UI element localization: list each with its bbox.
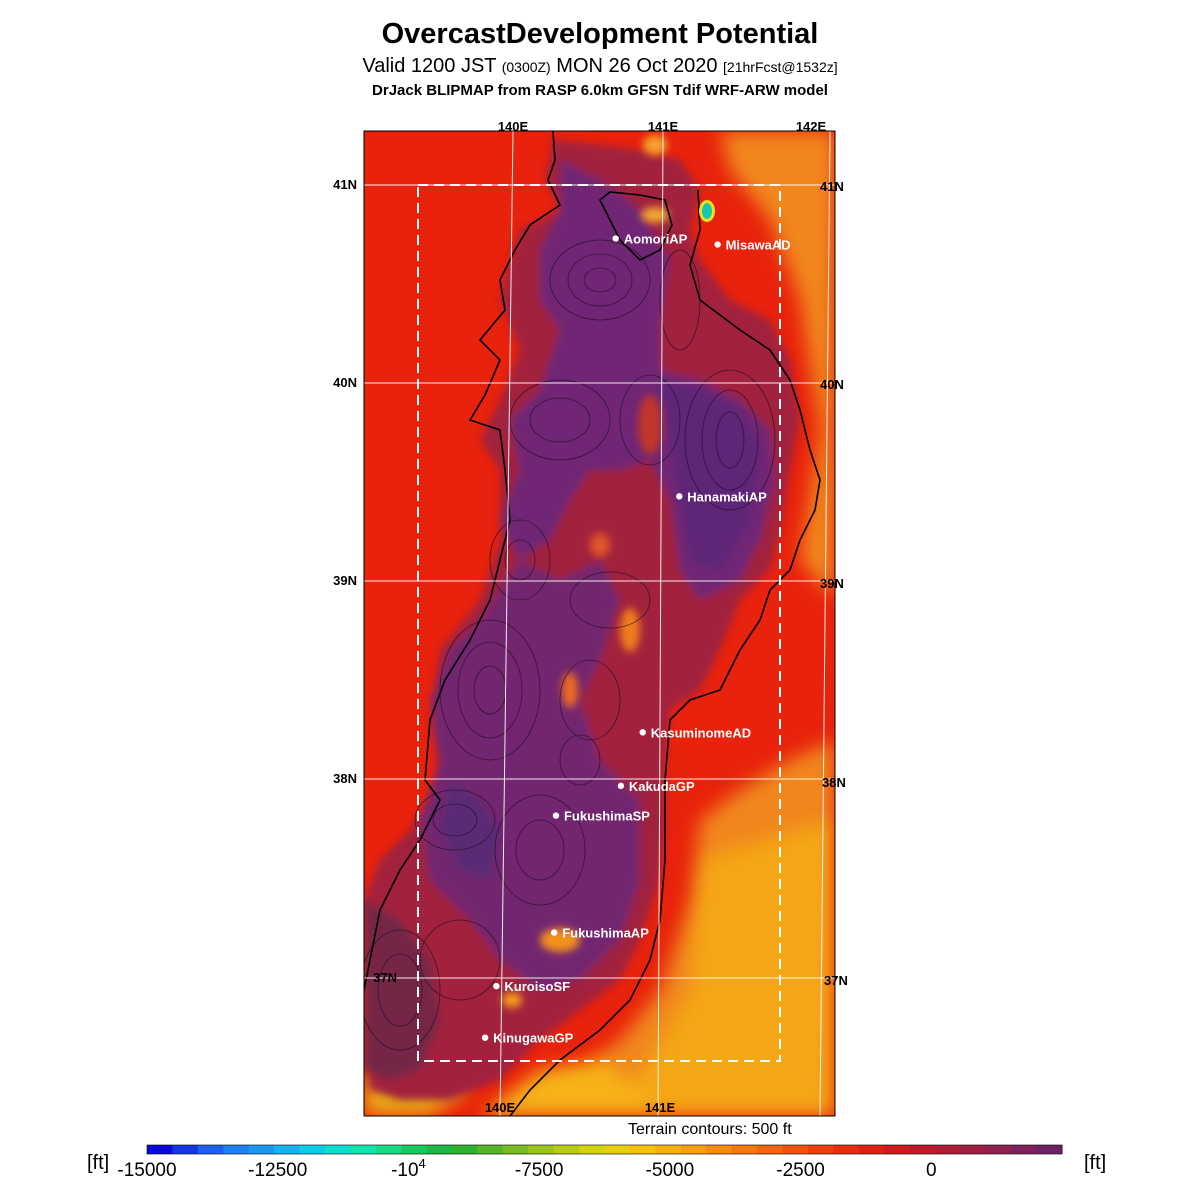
colorbar-unit-left: [ft] bbox=[87, 1152, 110, 1174]
bullseye-inner bbox=[702, 203, 712, 219]
station-label: MisawaAD bbox=[726, 237, 791, 252]
coastline bbox=[364, 131, 821, 1116]
station-markers: AomoriAP MisawaAD HanamakiAP KasuminomeAD Ka… bbox=[481, 232, 791, 1046]
lon-label-bottom: 140E bbox=[485, 1100, 516, 1115]
map-frame bbox=[363, 130, 836, 1117]
station-label: KakudaGP bbox=[629, 779, 695, 794]
station-label: FukushimaAP bbox=[562, 926, 649, 941]
station-dot bbox=[714, 241, 721, 248]
station-label: FukushimaSP bbox=[564, 809, 650, 824]
inner-domain-box bbox=[417, 184, 781, 1062]
lat-label-left: 38N bbox=[333, 771, 357, 786]
lon-labels-bottom: 140E 141E bbox=[485, 1100, 676, 1115]
lon-label-top: 140E bbox=[498, 119, 529, 134]
valley-hotspots bbox=[502, 135, 669, 1008]
lat-labels-left: 41N 40N 39N 38N 37N bbox=[333, 177, 397, 985]
station-label: AomoriAP bbox=[624, 232, 688, 247]
valid-date: MON 26 Oct 2020 bbox=[556, 55, 718, 77]
lon-labels-top: 140E 141E 142E bbox=[498, 119, 827, 134]
lon-label-top: 141E bbox=[648, 119, 679, 134]
terrain-contour-note: Terrain contours: 500 ft bbox=[628, 1121, 792, 1138]
station-dot bbox=[612, 235, 619, 242]
forecast-tag: [21hrFcst@1532z] bbox=[723, 59, 838, 75]
station-label: KuroisoSF bbox=[504, 979, 570, 994]
lat-label-left: 37N bbox=[373, 970, 397, 985]
map-title: OvercastDevelopment Potential bbox=[381, 18, 819, 50]
lon-label-top: 142E bbox=[796, 119, 827, 134]
map-field bbox=[364, 131, 835, 1116]
lat-label-right: 40N bbox=[820, 377, 844, 392]
lat-label-right: 38N bbox=[822, 775, 846, 790]
station-label: KasuminomeAD bbox=[651, 725, 751, 740]
lat-label-right: 39N bbox=[820, 576, 844, 591]
station-dot bbox=[493, 982, 500, 990]
valid-prefix: Valid 1200 JST bbox=[362, 55, 497, 77]
lat-label-left: 39N bbox=[333, 573, 357, 588]
station-dot bbox=[617, 782, 625, 790]
terrain-contours bbox=[364, 239, 776, 1051]
lat-label-left: 41N bbox=[333, 177, 357, 192]
station-dot bbox=[639, 729, 646, 736]
station-dot bbox=[550, 929, 558, 936]
station-dot bbox=[552, 812, 560, 819]
station-dot bbox=[676, 493, 683, 500]
station-label: KinugawaGP bbox=[493, 1031, 574, 1046]
colorbar-unit-right: [ft] bbox=[1084, 1152, 1107, 1174]
land-field bbox=[364, 140, 800, 1100]
valid-zulu: (0300Z) bbox=[501, 59, 551, 75]
lat-labels-right: 41N 40N 39N 38N 37N bbox=[820, 179, 848, 988]
lon-label-bottom: 141E bbox=[645, 1100, 676, 1115]
valid-time-line: Valid 1200 JST (0300Z) MON 26 Oct 2020 [… bbox=[0, 55, 1200, 78]
station-label: HanamakiAP bbox=[687, 489, 767, 504]
lat-label-right: 37N bbox=[824, 973, 848, 988]
model-description: DrJack BLIPMAP from RASP 6.0km GFSN Tdif… bbox=[372, 82, 828, 99]
lat-label-right: 41N bbox=[820, 179, 844, 194]
station-dot bbox=[481, 1034, 489, 1041]
lat-label-left: 40N bbox=[333, 375, 357, 390]
